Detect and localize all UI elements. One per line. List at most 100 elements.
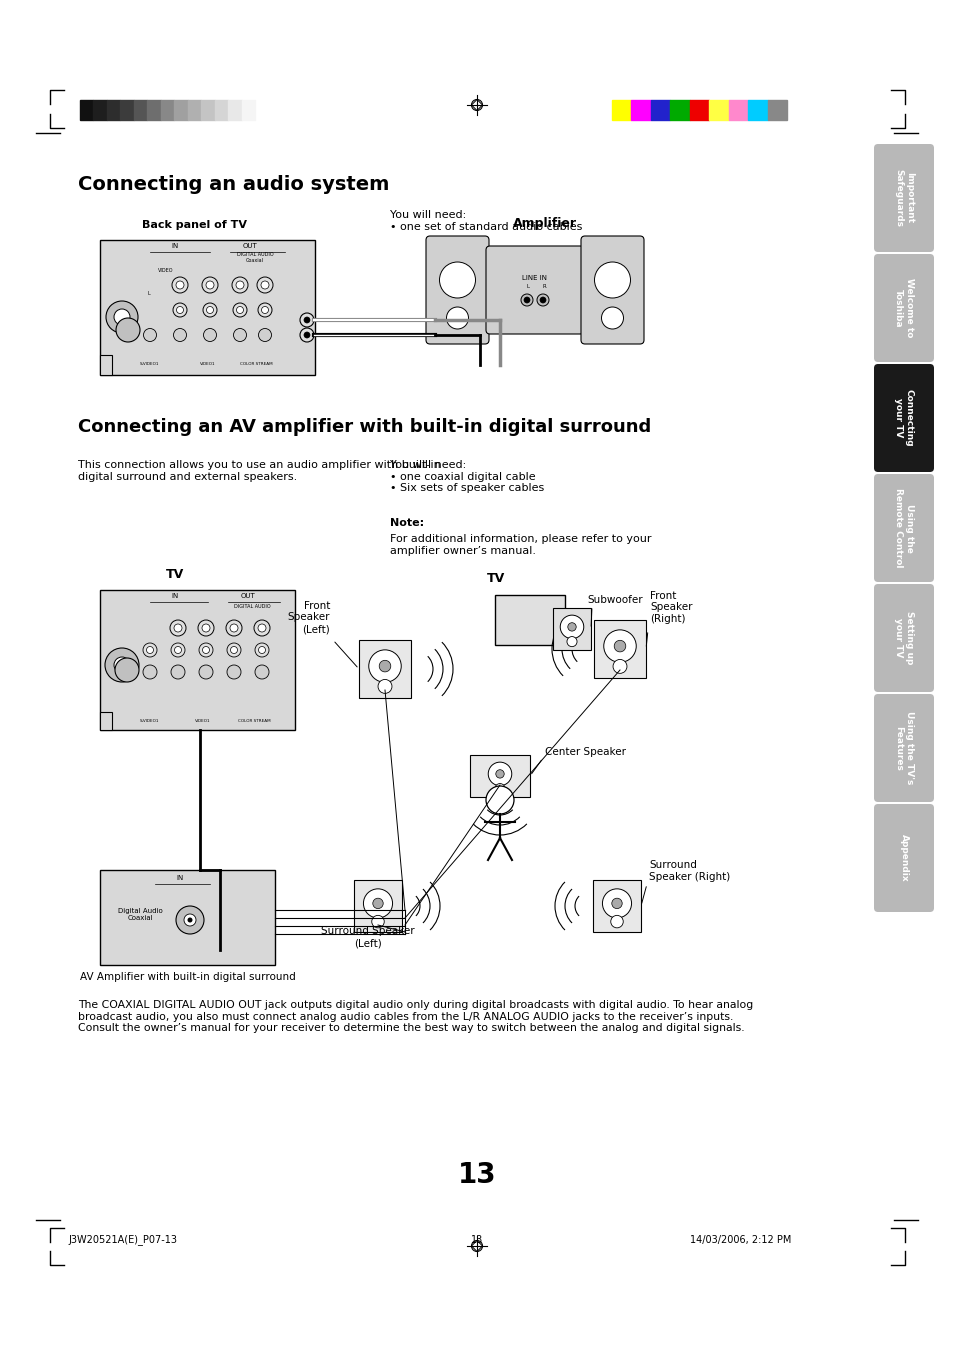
Circle shape [485,786,514,815]
Bar [354,879,401,932]
Circle shape [523,298,530,303]
Text: IN: IN [172,593,178,599]
Circle shape [258,647,265,653]
Text: LINE IN: LINE IN [522,275,547,281]
Text: Connecting
your TV: Connecting your TV [893,390,913,446]
Circle shape [488,762,511,786]
Circle shape [258,329,272,341]
Circle shape [198,620,213,636]
Circle shape [199,666,213,679]
Circle shape [202,647,210,653]
Bar [241,100,254,120]
Circle shape [603,630,636,663]
Circle shape [363,889,392,917]
FancyBboxPatch shape [580,235,643,344]
Text: IN: IN [176,875,183,881]
FancyBboxPatch shape [873,474,933,582]
Circle shape [254,643,269,658]
FancyBboxPatch shape [426,235,489,344]
Circle shape [257,303,272,317]
Text: Front
Speaker
(Left): Front Speaker (Left) [287,601,330,635]
Bar [747,100,767,120]
Text: L: L [526,284,530,290]
Circle shape [254,666,269,679]
Text: Surround Speaker
(Left): Surround Speaker (Left) [321,927,415,948]
Text: This connection allows you to use an audio amplifier with built-in
digital surro: This connection allows you to use an aud… [78,460,440,482]
Bar [358,640,411,698]
Polygon shape [100,354,112,375]
Bar [470,755,530,797]
Bar [593,879,640,932]
Text: You will need:
• one coaxial digital cable
• Six sets of speaker cables: You will need: • one coaxial digital cab… [390,460,543,494]
Text: TV: TV [166,568,184,580]
Circle shape [233,329,246,341]
Bar [174,100,188,120]
Circle shape [256,277,273,294]
Circle shape [601,889,631,917]
Circle shape [495,783,504,794]
Circle shape [188,917,193,923]
Bar [767,100,786,120]
FancyBboxPatch shape [873,254,933,363]
Text: Center Speaker: Center Speaker [544,747,625,756]
Text: Digital Audio
Coaxial: Digital Audio Coaxial [118,908,163,921]
Circle shape [203,303,216,317]
Text: Connecting an audio system: Connecting an audio system [78,175,389,193]
Text: Coaxial: Coaxial [246,258,264,262]
Text: TV: TV [486,572,505,584]
Text: Using the
Remote Control: Using the Remote Control [893,488,913,568]
Circle shape [171,666,185,679]
Text: COLOR STREAM: COLOR STREAM [240,363,273,367]
Bar [650,100,670,120]
Circle shape [253,620,270,636]
FancyBboxPatch shape [873,804,933,912]
Text: L: L [148,291,151,296]
Text: VIDEO: VIDEO [158,268,173,273]
Circle shape [143,329,156,341]
Bar [133,100,147,120]
Circle shape [610,916,622,928]
Circle shape [235,281,244,290]
Bar [100,870,274,965]
Circle shape [611,898,621,909]
Circle shape [175,907,204,934]
Circle shape [613,659,626,674]
Circle shape [369,649,401,682]
Text: IN: IN [172,244,178,249]
Circle shape [230,624,237,632]
Circle shape [559,616,583,639]
Text: Amplifier: Amplifier [513,216,577,230]
Text: Surround
Speaker (Right): Surround Speaker (Right) [648,861,729,882]
Text: DIGITAL AUDIO: DIGITAL AUDIO [236,252,273,257]
Circle shape [372,916,384,928]
Text: COLOR STREAM: COLOR STREAM [237,718,271,723]
Circle shape [261,281,269,290]
Circle shape [147,647,153,653]
Bar [612,100,631,120]
Circle shape [446,307,468,329]
Circle shape [143,666,157,679]
Circle shape [173,329,186,341]
FancyBboxPatch shape [873,694,933,802]
Circle shape [614,640,625,652]
Circle shape [236,307,243,314]
Circle shape [566,636,577,647]
FancyBboxPatch shape [873,584,933,691]
FancyBboxPatch shape [873,364,933,472]
Circle shape [170,620,186,636]
Text: VIDEO1: VIDEO1 [194,718,211,723]
Circle shape [143,643,157,658]
FancyBboxPatch shape [485,246,583,334]
Text: Important
Safeguards: Important Safeguards [893,169,913,227]
Text: Note:: Note: [390,518,424,528]
Circle shape [299,327,314,342]
Bar [188,100,201,120]
Circle shape [439,262,475,298]
Text: Back panel of TV: Back panel of TV [142,221,247,230]
Bar [161,100,174,120]
Text: Appendix: Appendix [899,835,907,882]
Bar [80,100,93,120]
Circle shape [299,313,314,327]
Circle shape [227,643,241,658]
Circle shape [184,915,195,925]
